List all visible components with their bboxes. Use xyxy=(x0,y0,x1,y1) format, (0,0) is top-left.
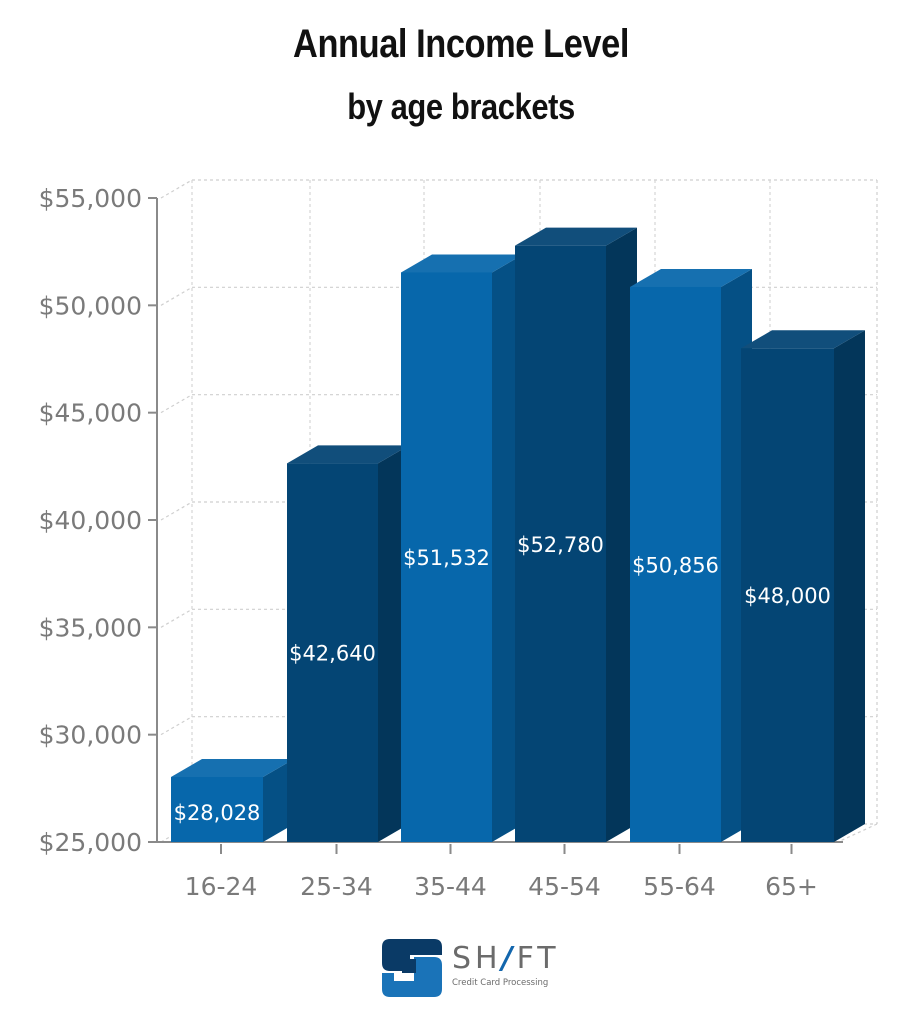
x-tick-label: 55-64 xyxy=(643,872,716,901)
bar-16-24 xyxy=(171,758,294,842)
logo-mark-icon xyxy=(382,939,442,997)
labels: $25,000 $30,000 $35,000 $40,000 $45,000 $50,0… xyxy=(39,184,831,901)
bars xyxy=(171,227,865,842)
y-tick-label: $30,000 xyxy=(39,721,142,750)
x-tick-label: 45-54 xyxy=(528,872,601,901)
bar-value-label: $50,856 xyxy=(632,553,719,577)
y-tick-label: $45,000 xyxy=(39,399,142,428)
chart-subtitle: by age brackets xyxy=(347,86,575,127)
y-tick-label: $35,000 xyxy=(39,613,142,642)
y-tick-label: $55,000 xyxy=(39,184,142,213)
y-tick-label: $25,000 xyxy=(39,828,142,857)
bar-45-54 xyxy=(515,227,637,842)
shift-logo: SH/FT Credit Card Processing xyxy=(380,937,580,1001)
bar-value-label: $48,000 xyxy=(744,584,831,608)
logo-wordmark: SH/FT xyxy=(452,941,560,976)
x-tick-label: 16-24 xyxy=(185,872,258,901)
bar-chart: $25,000 $30,000 $35,000 $40,000 $45,000 $50,0… xyxy=(39,179,878,901)
x-tick-label: 65+ xyxy=(765,872,818,901)
x-tick-label: 25-34 xyxy=(300,872,373,901)
logo-tagline: Credit Card Processing xyxy=(452,978,549,988)
bar-65+ xyxy=(741,330,865,842)
bar-value-label: $52,780 xyxy=(517,533,604,557)
axes xyxy=(148,197,843,854)
bar-value-label: $42,640 xyxy=(289,642,376,666)
bar-value-label: $28,028 xyxy=(174,801,261,825)
chart-title: Annual Income Level xyxy=(293,22,629,66)
x-tick-label: 35-44 xyxy=(414,872,487,901)
bar-value-label: $51,532 xyxy=(403,546,490,570)
y-tick-label: $50,000 xyxy=(39,291,142,320)
y-tick-label: $40,000 xyxy=(39,506,142,535)
